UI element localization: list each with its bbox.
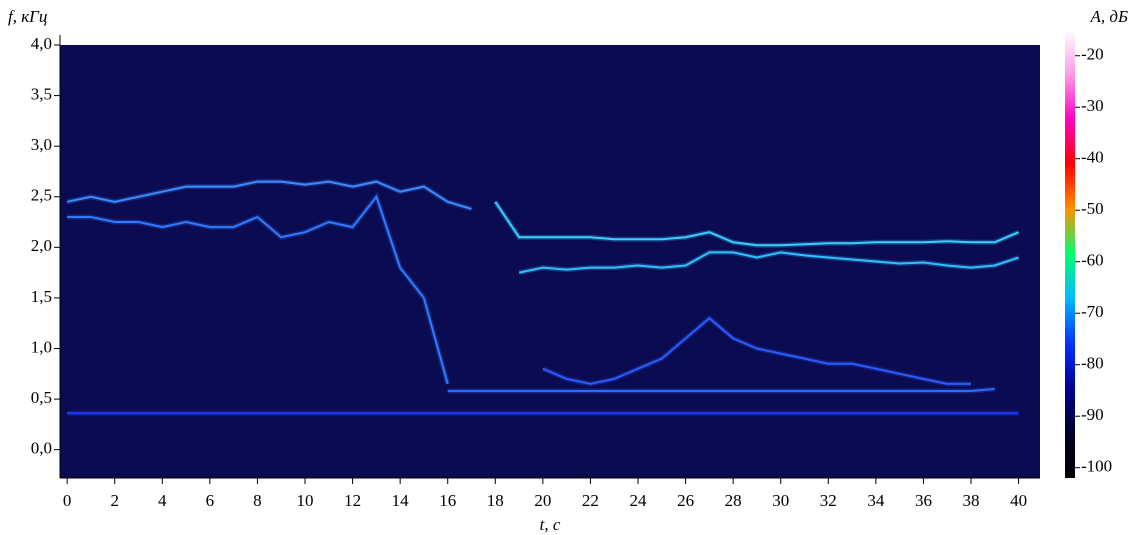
y-tick-label: 2,0 <box>31 236 52 255</box>
colorbar-tick-label: -90 <box>1081 405 1104 424</box>
colorbar-tick-label: -50 <box>1081 199 1104 218</box>
x-tick-label: 26 <box>677 491 694 510</box>
colorbar-tick-label: -70 <box>1081 302 1104 321</box>
x-tick-label: 2 <box>110 491 119 510</box>
y-tick-label: 1,5 <box>31 287 52 306</box>
x-tick-label: 0 <box>63 491 72 510</box>
ridge-line <box>447 388 995 392</box>
colorbar-tick-label: -80 <box>1081 354 1104 373</box>
colorbar-tick-label: -40 <box>1081 148 1104 167</box>
ridge-line <box>542 316 971 385</box>
x-tick-label: 14 <box>392 491 410 510</box>
x-tick-label: 22 <box>582 491 599 510</box>
y-tick-label: 0,0 <box>31 439 52 458</box>
x-tick-label: 6 <box>206 491 215 510</box>
ridge-line <box>518 251 1019 274</box>
x-tick-label: 28 <box>725 491 742 510</box>
x-tick-label: 40 <box>1010 491 1027 510</box>
y-axis-label: f, кГц <box>8 7 47 26</box>
y-tick-label: 0,5 <box>31 388 52 407</box>
ridge-line <box>67 194 449 385</box>
y-tick-label: 4,0 <box>31 34 52 53</box>
x-tick-label: 10 <box>297 491 314 510</box>
x-tick-label: 36 <box>915 491 932 510</box>
ridge-line <box>494 201 1019 247</box>
colorbar-label: A, дБ <box>1089 7 1128 26</box>
colorbar-tick-label: -100 <box>1081 457 1112 476</box>
y-tick-label: 1,0 <box>31 337 52 356</box>
x-tick-label: 38 <box>963 491 980 510</box>
y-tick-label: 2,5 <box>31 186 52 205</box>
x-tick-label: 30 <box>772 491 789 510</box>
colorbar-tick-label: -60 <box>1081 251 1104 270</box>
x-tick-label: 32 <box>820 491 837 510</box>
x-tick-label: 16 <box>439 491 456 510</box>
x-tick-label: 20 <box>534 491 551 510</box>
x-tick-label: 8 <box>253 491 262 510</box>
colorbar <box>1065 30 1075 478</box>
x-tick-label: 24 <box>630 491 648 510</box>
x-axis-label: t, с <box>540 515 561 534</box>
ridge-line <box>66 180 472 210</box>
colorbar-tick-label: -30 <box>1081 96 1104 115</box>
colorbar-tick-label: -20 <box>1081 45 1104 64</box>
x-tick-label: 4 <box>158 491 167 510</box>
x-tick-label: 18 <box>487 491 504 510</box>
x-tick-label: 12 <box>344 491 361 510</box>
x-tick-label: 34 <box>867 491 885 510</box>
y-tick-label: 3,0 <box>31 135 52 154</box>
y-tick-label: 3,5 <box>31 84 52 103</box>
